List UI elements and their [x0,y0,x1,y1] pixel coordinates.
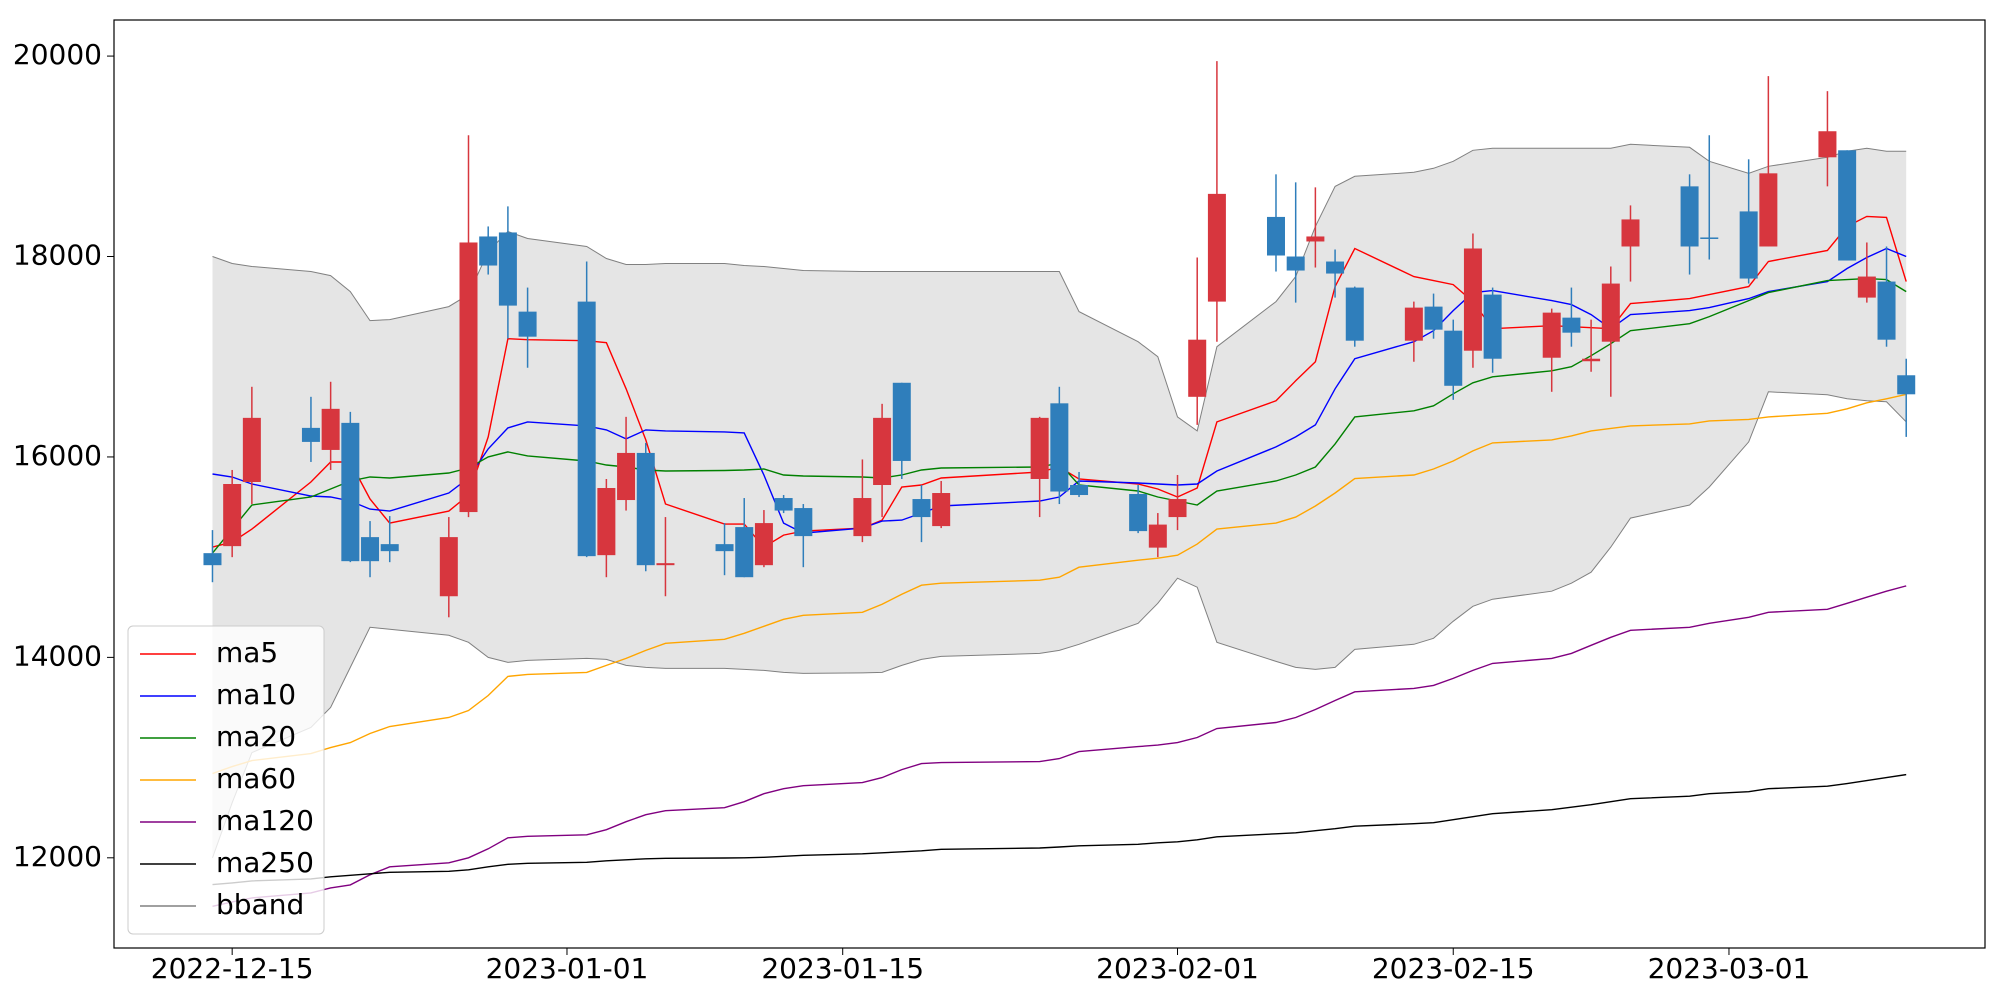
candle-body [242,417,261,482]
candle-body [498,232,517,306]
ma-line [212,393,1907,775]
candle-body [1306,236,1325,242]
ma-line [212,773,1907,886]
candle-body [1188,339,1207,397]
candle-body [1601,283,1620,342]
candle-body [1050,403,1069,492]
candle-body [1542,312,1561,358]
candle-body [479,236,498,266]
x-tick-label: 2022-12-15 [151,952,314,985]
candle-body [774,498,793,511]
candle-body [1463,248,1482,351]
candle-body [617,452,636,501]
candle-body [1148,524,1167,548]
candle-body [1129,494,1148,532]
candle-body [1070,485,1089,496]
candle-body [735,527,754,578]
legend-label: bband [216,888,304,921]
candle-body [321,408,340,450]
candle-body [873,417,892,486]
plot-area [203,61,1916,907]
candle-body [301,427,320,442]
x-tick-label: 2023-03-01 [1648,952,1811,985]
candle-body [577,301,596,557]
ma-line [212,585,1907,907]
x-tick-label: 2023-02-15 [1372,952,1535,985]
candle-body [1404,307,1423,341]
candle-body [794,508,813,537]
candle-body [1621,219,1640,247]
candle-body [380,544,399,552]
candle-body [1424,306,1443,330]
candle-body [203,553,222,566]
legend-label: ma10 [216,678,296,711]
x-tick-label: 2023-01-01 [486,952,649,985]
candle-body [439,537,458,597]
candle-body [518,311,537,337]
y-tick-label: 14000 [13,639,102,672]
x-tick-label: 2023-02-01 [1096,952,1259,985]
legend-label: ma120 [216,804,314,837]
legend: ma5 ma10 ma20 ma60 ma120 ma250 bband [127,625,325,935]
candle-body [715,544,734,552]
legend-label: ma20 [216,720,296,753]
candle-body [1326,261,1345,274]
candle-body [1286,256,1305,271]
legend-box [127,625,325,935]
candle-body [636,452,655,566]
candle-body [1582,358,1601,362]
legend-label: ma250 [216,846,314,879]
candle-body [1897,375,1916,395]
candle-body [1266,216,1285,256]
legend-label: ma5 [216,636,278,669]
candle-body [1739,211,1758,279]
candle-body [361,537,380,562]
legend-label: ma60 [216,762,296,795]
y-tick-label: 18000 [13,239,102,272]
candle-body [1444,330,1463,386]
candle-body [1818,131,1837,158]
candle-body [1700,237,1719,239]
candle-body [754,523,773,566]
y-tick-label: 16000 [13,439,102,472]
candle-body [656,563,675,566]
candle-body [853,498,872,537]
candle-body [341,422,360,562]
candle-body [1030,417,1049,479]
candle-body [1207,193,1226,302]
axes: 12000 14000 16000 18000 20000 2022-12-15 2023-… [13,19,1986,985]
candle-body [892,382,911,461]
candle-body [223,484,242,547]
candle-body [1168,499,1187,518]
band-lower [212,391,1907,858]
candle-body [597,488,616,556]
candle-body [1838,150,1857,261]
candle-body [1345,287,1364,341]
candle-body [1857,276,1876,298]
candle-body [932,493,951,527]
y-tick-label: 20000 [13,38,102,71]
candle-body [1680,186,1699,247]
candle-body [1759,173,1778,247]
y-tick-label: 12000 [13,840,102,873]
axes-frame [113,19,1986,949]
candle-body [1562,317,1581,333]
candle-body [1877,281,1896,340]
candle-body [459,242,478,513]
x-tick-label: 2023-01-15 [761,952,924,985]
candle-body [1483,294,1502,359]
candle-body [912,499,931,518]
